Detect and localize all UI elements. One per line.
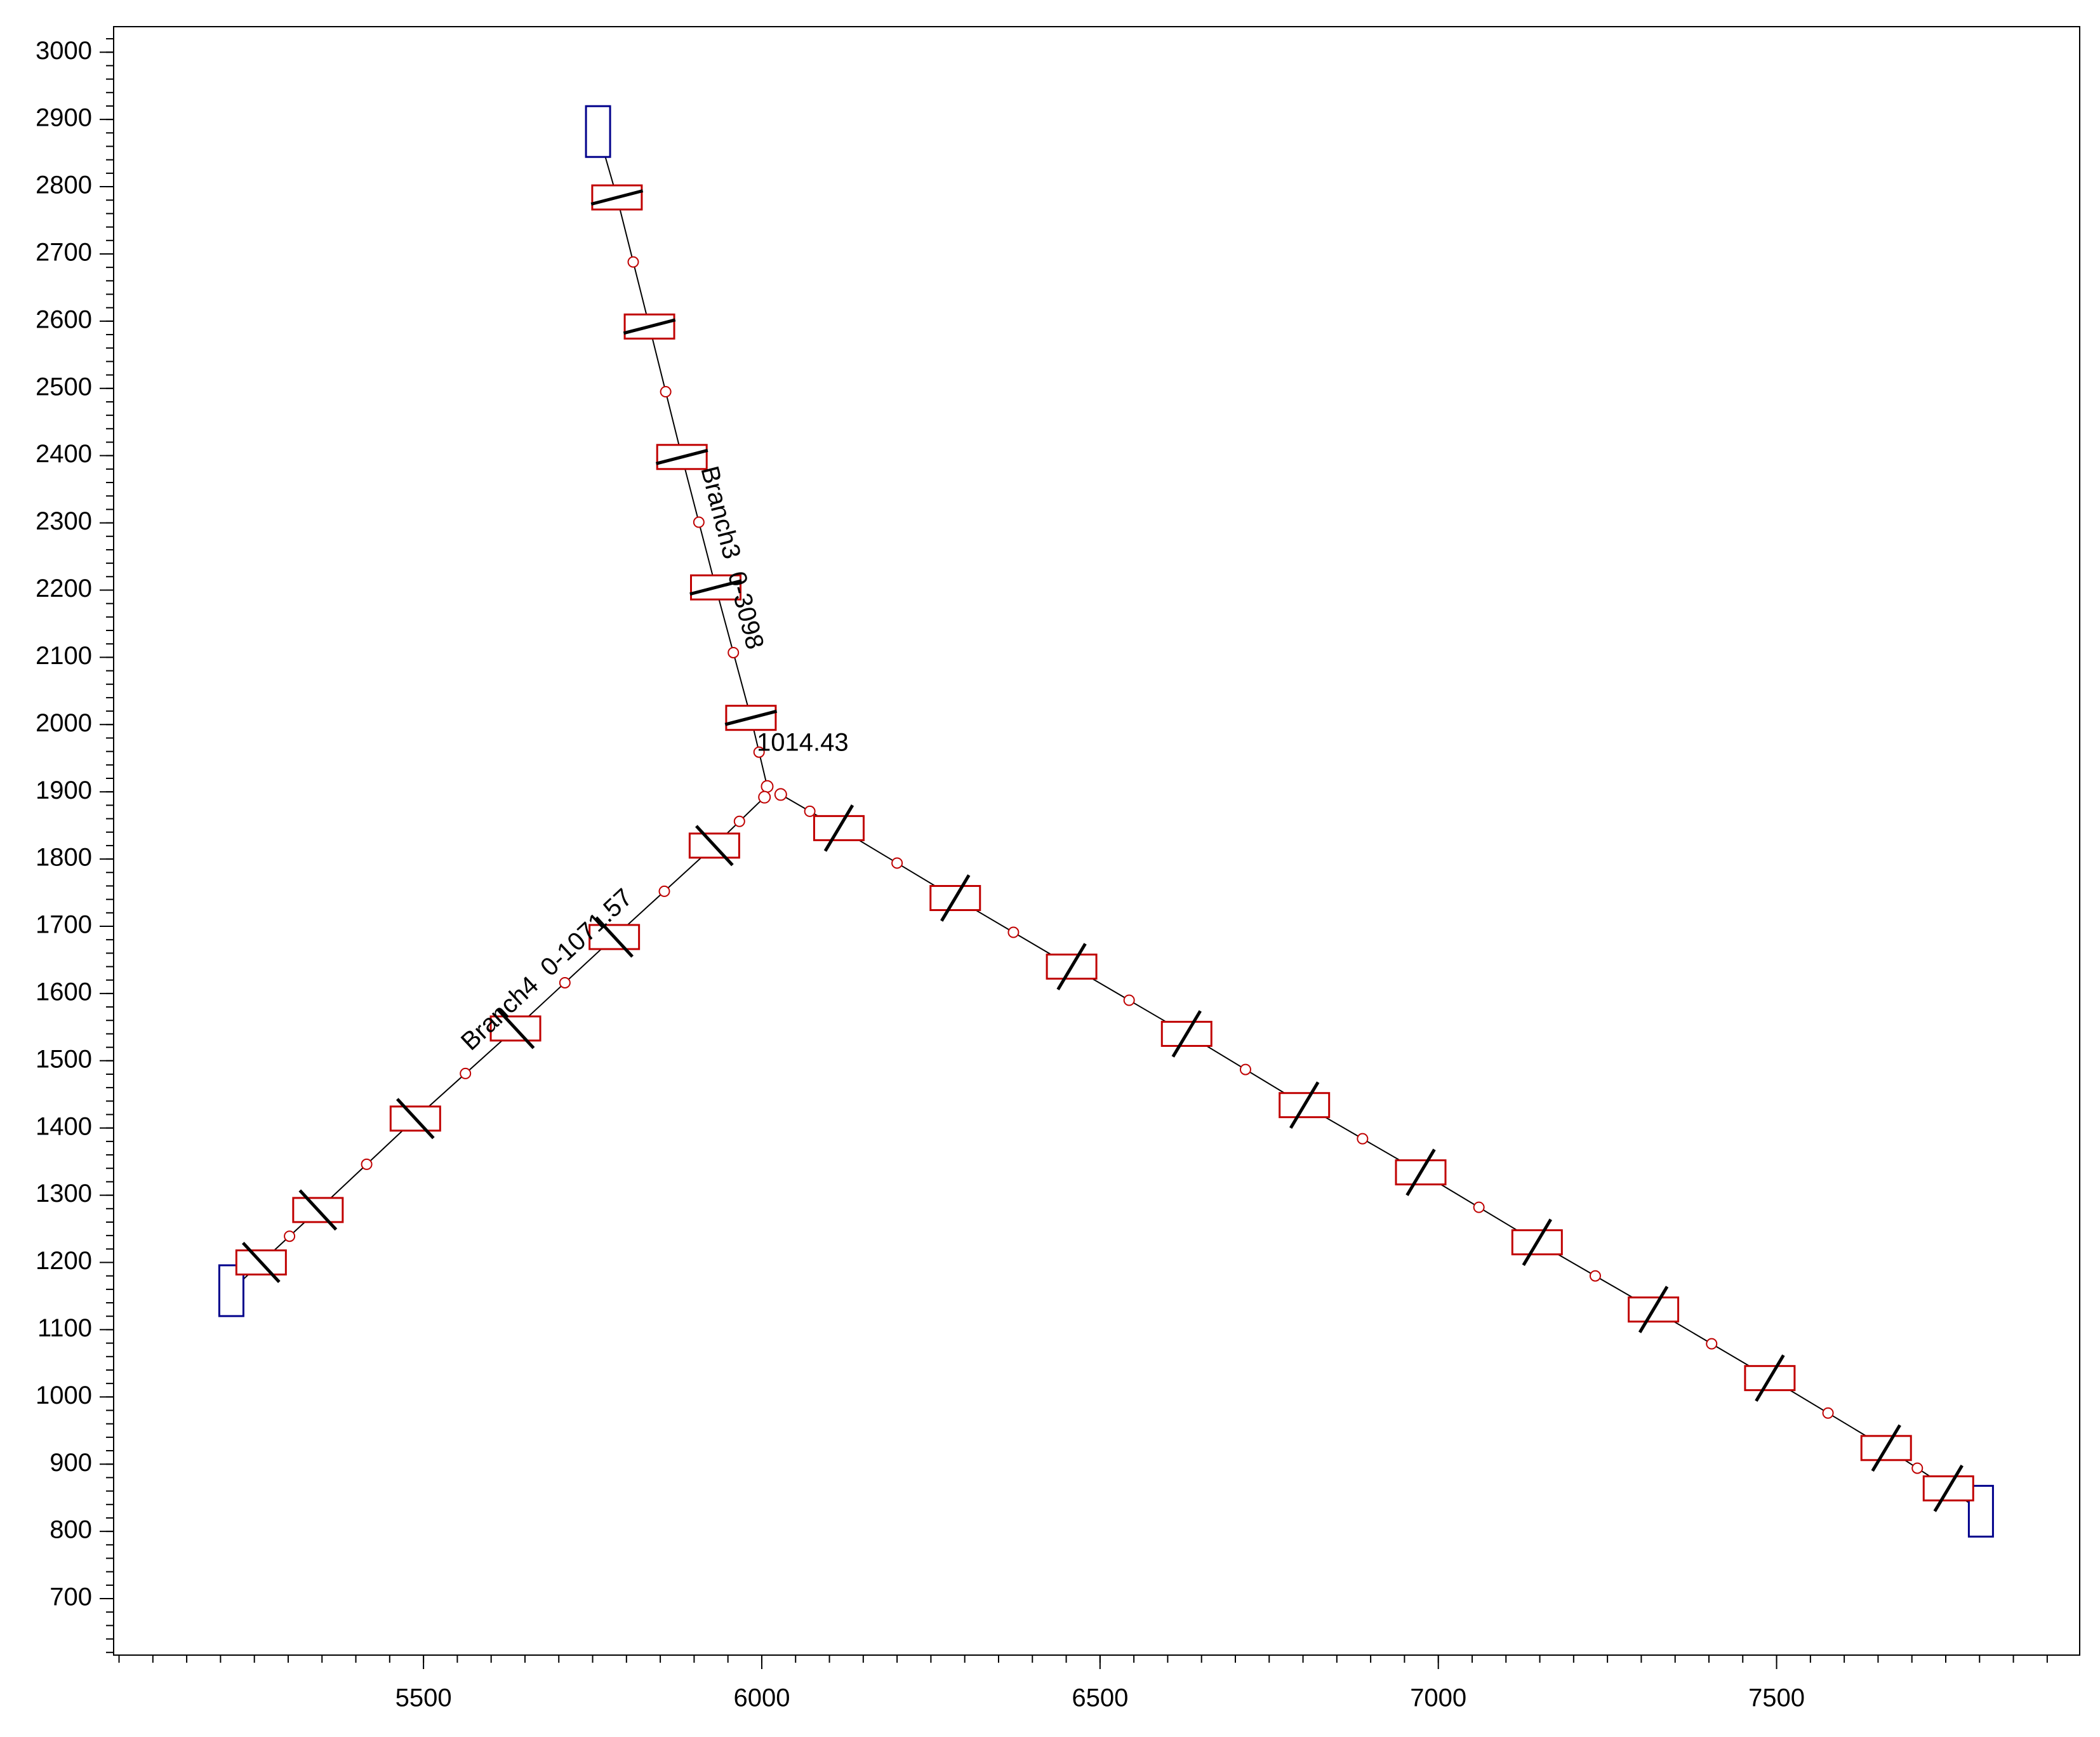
y-tick-label: 2600: [36, 305, 92, 333]
equipment-slash: [1638, 1286, 1669, 1333]
plot-frame: [113, 26, 2080, 1656]
y-tick-label: 700: [50, 1583, 92, 1611]
segment-node: [660, 386, 672, 398]
segment-node: [1357, 1133, 1369, 1145]
equipment-slash: [1871, 1424, 1901, 1472]
segment-node: [284, 1230, 296, 1242]
y-tick-label: 1600: [36, 978, 92, 1006]
equipment-slash: [689, 579, 742, 596]
junction-node: [758, 790, 771, 804]
segment-node: [658, 885, 670, 897]
equipment-slash: [623, 318, 676, 335]
segment-node: [1706, 1338, 1718, 1350]
branch-label: Branch4 0-1071.57: [456, 883, 638, 1056]
y-tick-label: 3000: [36, 37, 92, 65]
segment-node: [1589, 1270, 1601, 1282]
y-tick-label: 1200: [36, 1247, 92, 1275]
segment-node: [891, 857, 903, 869]
x-tick-label: 6500: [1072, 1684, 1128, 1712]
equipment-slash: [1289, 1081, 1320, 1129]
x-tick-label: 6000: [733, 1684, 790, 1712]
y-tick-label: 2300: [36, 507, 92, 535]
equipment-slash: [590, 189, 644, 206]
y-tick-label: 2400: [36, 440, 92, 468]
equipment-slash: [595, 916, 634, 958]
y-tick-label: 800: [50, 1516, 92, 1544]
x-tick-label: 7500: [1748, 1684, 1805, 1712]
equipment-slash: [823, 804, 854, 852]
equipment-slash: [1056, 943, 1087, 990]
equipment-slash: [724, 709, 778, 726]
y-tick-label: 1300: [36, 1180, 92, 1208]
equipment-slash: [1755, 1354, 1785, 1402]
equipment: [929, 885, 981, 912]
y-tick-label: 2900: [36, 104, 92, 132]
equipment-slash: [1171, 1010, 1202, 1058]
junction-node: [774, 788, 787, 801]
y-tick-label: 1400: [36, 1112, 92, 1140]
y-tick-label: 2200: [36, 575, 92, 602]
y-tick-label: 2700: [36, 239, 92, 267]
junction-node: [761, 780, 774, 793]
equipment-slash: [496, 1008, 535, 1049]
equipment-slash: [298, 1189, 338, 1231]
segment-node: [728, 646, 740, 658]
y-tick-label: 1700: [36, 911, 92, 939]
segment-node: [1123, 994, 1135, 1006]
segment-node: [1007, 926, 1020, 938]
y-tick-label: 1500: [36, 1045, 92, 1073]
x-tick-label: 7000: [1410, 1684, 1466, 1712]
junction-label: 1014.43: [757, 729, 849, 757]
y-tick-label: 900: [50, 1449, 92, 1477]
y-tick-label: 1900: [36, 776, 92, 804]
segment-node: [1473, 1201, 1485, 1213]
terminal: [585, 105, 611, 158]
equipment-slash: [655, 448, 708, 465]
y-tick-label: 2000: [36, 709, 92, 737]
equipment-slash: [1522, 1218, 1552, 1267]
segment-node: [559, 976, 571, 988]
y-tick-label: 2100: [36, 642, 92, 670]
segment-node: [361, 1158, 373, 1170]
segment-node: [460, 1067, 472, 1079]
y-tick-label: 2500: [36, 373, 92, 401]
segment-node: [804, 805, 816, 817]
segment-node: [1822, 1407, 1834, 1419]
segment-node: [733, 815, 745, 827]
y-tick-label: 1800: [36, 844, 92, 872]
equipment-slash: [395, 1098, 435, 1140]
segment-node: [753, 746, 765, 758]
y-tick-label: 2800: [36, 171, 92, 199]
segment-node: [693, 516, 705, 528]
equipment-slash: [241, 1241, 281, 1284]
segment-node: [1239, 1063, 1251, 1075]
equipment: [235, 1249, 287, 1276]
equipment-slash: [1933, 1465, 1964, 1512]
equipment-slash: [694, 825, 734, 867]
y-tick-label: 1000: [36, 1381, 92, 1409]
equipment-slash: [940, 874, 971, 922]
segment-node: [1911, 1462, 1924, 1474]
equipment-slash: [1406, 1148, 1436, 1196]
branch-label: Branch3 0-3098: [695, 463, 769, 652]
x-tick-label: 5500: [395, 1684, 452, 1712]
y-tick-label: 1100: [37, 1314, 92, 1342]
segment-node: [627, 256, 639, 268]
